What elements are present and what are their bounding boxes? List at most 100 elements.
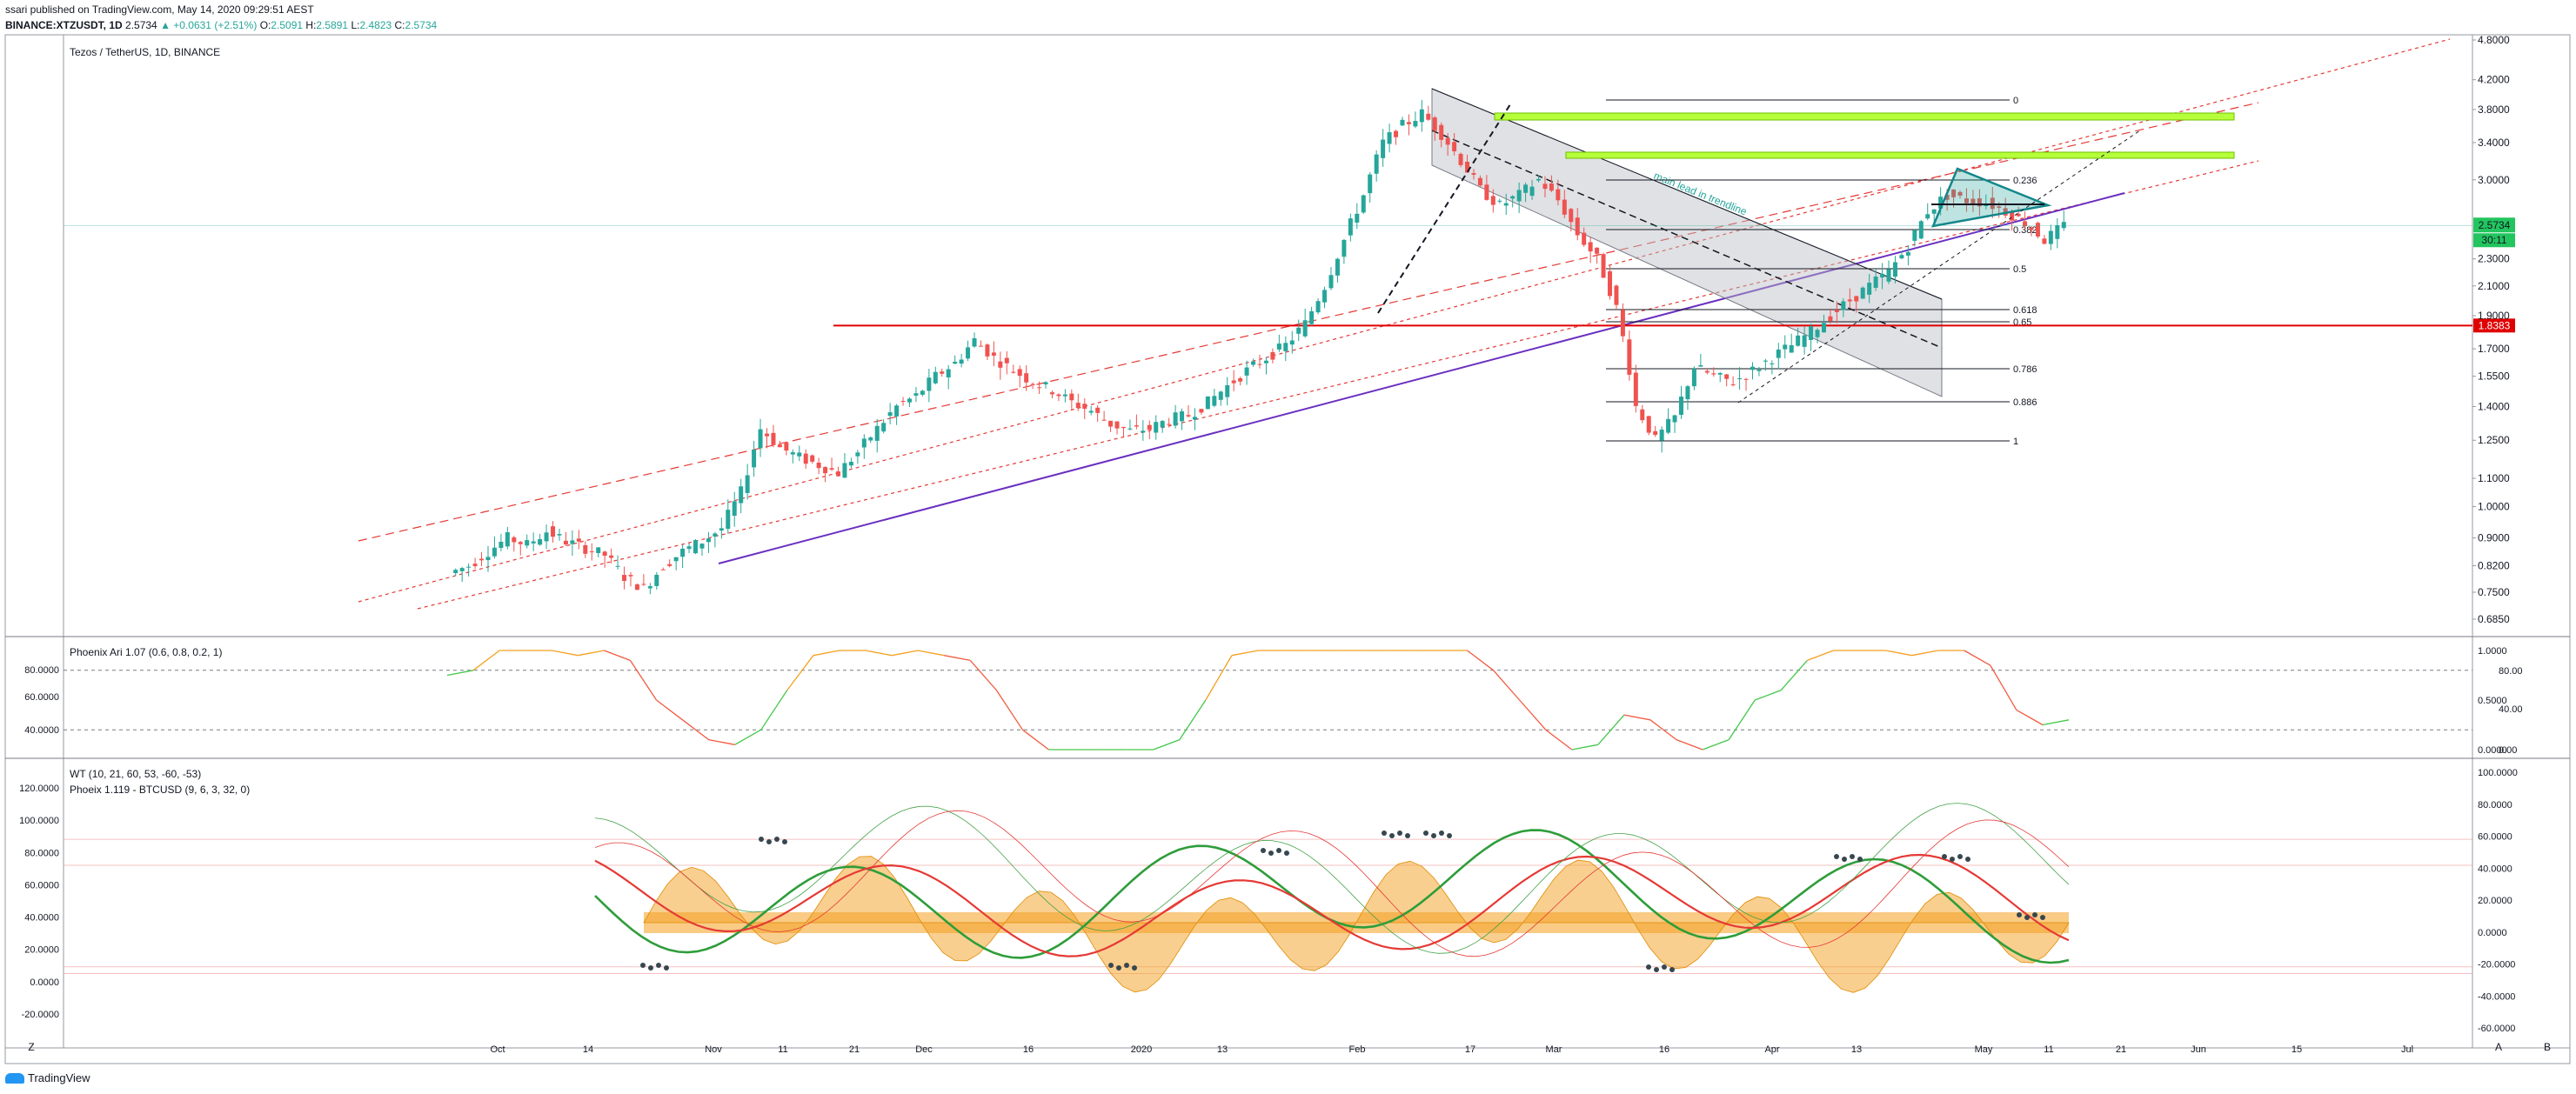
candle-body — [1011, 371, 1016, 373]
candle-body — [628, 575, 633, 577]
wt-signal-dot — [2032, 912, 2037, 917]
candle-body — [1231, 380, 1236, 384]
price-tick-label: 1.1000 — [2478, 472, 2510, 484]
candle-body — [1646, 416, 1651, 433]
candle-body — [1432, 117, 1437, 131]
price-change: ▲ +0.0631 (+2.51%) — [160, 19, 258, 31]
chart-frame — [4, 34, 2571, 1064]
corner-right-b[interactable]: B — [2544, 1041, 2551, 1053]
candle-body — [1069, 393, 1074, 401]
candle-body — [1127, 428, 1133, 430]
candle-body — [1302, 320, 1308, 337]
osc2-right-tick: -20.0000 — [2478, 960, 2515, 971]
candle-body — [1238, 377, 1243, 382]
osc2-right-tick: 40.0000 — [2478, 864, 2512, 874]
osc1-right-tick: 0.0000 — [2478, 745, 2507, 756]
candle-body — [1678, 397, 1683, 416]
osc1-line-segment — [1153, 738, 1181, 750]
candle-body — [2016, 213, 2021, 217]
time-tick-label: Nov — [705, 1044, 722, 1055]
candle-body — [1925, 214, 1930, 219]
candle-body — [680, 548, 686, 557]
wt-signal-dot — [648, 965, 653, 971]
triangle-pattern — [1930, 167, 2052, 228]
candle-body — [706, 538, 711, 543]
candle-body — [1043, 382, 1048, 384]
candle-body — [868, 437, 873, 441]
publish-info: ssari published on TradingView.com, May … — [5, 3, 314, 16]
oscillator-pane-2[interactable] — [64, 803, 2472, 993]
wt-signal-dot — [1397, 831, 1402, 836]
channel-line — [358, 38, 2451, 603]
time-tick-label: Jun — [2191, 1044, 2206, 1055]
candle-body — [1342, 239, 1347, 257]
price-tick-label: 2.1000 — [2478, 280, 2510, 292]
wt-signal-dot — [1957, 854, 1963, 859]
candle-body — [940, 371, 945, 374]
candle-body — [752, 450, 757, 468]
candle-body — [713, 533, 718, 537]
candle-body — [1154, 422, 1159, 433]
wt-signal-dot — [1669, 967, 1675, 972]
candle-body — [1192, 417, 1197, 420]
candle-body — [978, 345, 983, 347]
osc1-line-segment — [1676, 738, 1703, 750]
osc2-legend-wt: WT (10, 21, 60, 53, -60, -53) — [70, 768, 201, 780]
main-pane[interactable]: main lead in trendline00.2360.3820.50.61… — [64, 38, 2515, 610]
candle-body — [2023, 221, 2028, 227]
candle-body — [1030, 384, 1035, 385]
candle-body — [1899, 255, 1904, 259]
candle-body — [1458, 153, 1463, 165]
ohlc-high: 2.5891 — [316, 19, 349, 31]
candle-body — [459, 568, 465, 571]
candle-body — [1315, 301, 1321, 313]
candle-body — [1413, 121, 1418, 127]
candle-body — [544, 532, 549, 542]
candle-body — [1627, 339, 1632, 375]
wt-signal-dot — [1842, 857, 1847, 862]
candle-body — [2010, 211, 2015, 221]
ohlc-low: 2.4823 — [359, 19, 392, 31]
wt-signal-dot — [1431, 833, 1436, 838]
candle-body — [966, 347, 971, 359]
candle-body — [1322, 290, 1328, 303]
candle-body — [1912, 230, 1917, 241]
price-tick-label: 0.9000 — [2478, 532, 2510, 544]
corner-right-a[interactable]: A — [2495, 1041, 2502, 1053]
candle-body — [1763, 360, 1768, 362]
candle-body — [1614, 285, 1619, 305]
corner-left[interactable]: Z — [28, 1041, 34, 1053]
oscillator-pane-1[interactable] — [64, 650, 2472, 750]
candle-body — [1270, 351, 1275, 360]
candle-body — [1834, 310, 1839, 312]
osc1-line-segment — [1179, 699, 1207, 740]
phoeix-thin-green — [594, 803, 2070, 954]
candle-body — [466, 566, 472, 568]
candle-body — [512, 537, 517, 543]
candle-body — [1049, 392, 1054, 395]
osc1-line-segment — [1493, 670, 1521, 701]
wt-signal-dot — [1447, 833, 1452, 838]
osc1-line-segment — [1780, 659, 1808, 691]
last-price-text: 2.5734 — [2479, 219, 2511, 231]
osc1-line-segment — [1911, 650, 1938, 657]
tradingview-footer[interactable]: TradingView — [5, 1071, 90, 1084]
candle-body — [1173, 412, 1178, 426]
candle-body — [726, 510, 731, 530]
fib-level-label: 0.236 — [2013, 176, 2037, 186]
candle-body — [920, 390, 925, 395]
wt-signal-dot — [1965, 857, 1970, 862]
candle-body — [1510, 196, 1515, 199]
candle-body — [1257, 364, 1262, 365]
candle-body — [1276, 344, 1281, 350]
candle-body — [1017, 369, 1022, 377]
last-price-tag — [2473, 217, 2515, 233]
candle-body — [1847, 299, 1852, 302]
candle-body — [1892, 262, 1897, 277]
wt-signal-dot — [1646, 964, 1651, 970]
candle-body — [1394, 130, 1399, 137]
candle-body — [758, 429, 763, 449]
price-tick-label: 0.7500 — [2478, 586, 2510, 598]
candle-body — [1374, 154, 1379, 174]
